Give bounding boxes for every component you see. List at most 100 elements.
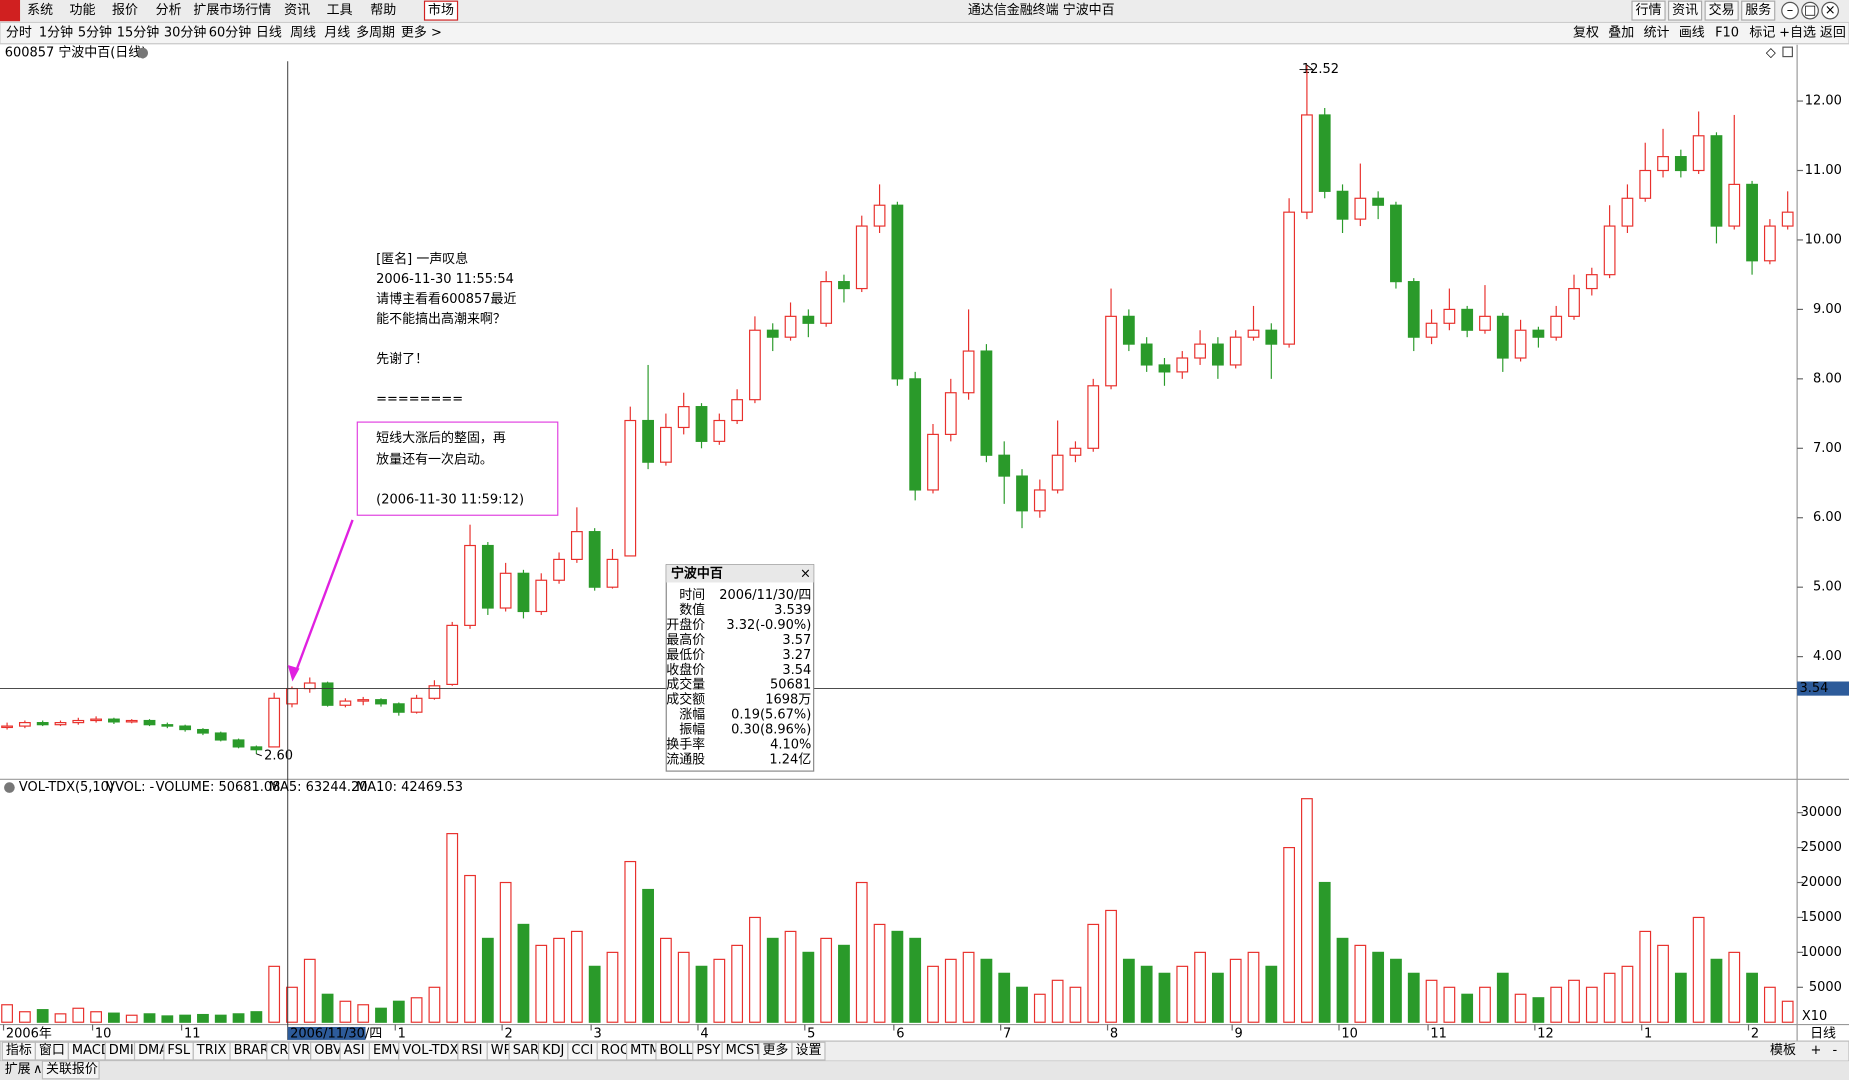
period-item[interactable]: 日线 <box>256 26 282 41</box>
tab[interactable]: RSI <box>461 1043 482 1058</box>
toolbar-item[interactable]: 返回 <box>1820 26 1846 41</box>
volume-bar <box>1122 958 1135 1023</box>
volume-icon[interactable] <box>4 782 15 793</box>
volume-bar <box>1443 986 1456 1023</box>
tab[interactable]: MCST <box>726 1043 762 1058</box>
candle-body <box>446 624 459 686</box>
menu-right-item[interactable]: 交易 <box>1709 2 1735 18</box>
tab[interactable]: DMI <box>109 1043 134 1058</box>
volume-bar <box>232 1013 245 1023</box>
tab[interactable]: 窗口 <box>39 1042 65 1058</box>
icon-diamond[interactable]: ◇ <box>1766 46 1776 61</box>
tab[interactable]: PSY <box>696 1043 720 1058</box>
tab[interactable]: ROC <box>601 1043 629 1058</box>
icon-square[interactable] <box>1782 46 1793 58</box>
menu-item[interactable]: 扩展市场行情 <box>193 2 271 18</box>
tab-right[interactable]: + <box>1811 1043 1822 1058</box>
volume-bar <box>749 916 761 1023</box>
info-value: 3.27 <box>782 648 811 663</box>
toolbar-item[interactable]: 复权 <box>1573 25 1599 41</box>
menu-item[interactable]: 资讯 <box>284 3 310 18</box>
candle-body <box>1194 343 1206 359</box>
info-value: 0.19(5.67%) <box>731 708 811 723</box>
menu-item[interactable]: 工具 <box>327 3 353 18</box>
window-button[interactable] <box>1821 1 1839 20</box>
period-item[interactable]: 周线 <box>290 26 316 41</box>
menu-right-item[interactable]: 行情 <box>1636 3 1662 18</box>
candle-body <box>339 700 352 706</box>
menu-right-item[interactable]: 资讯 <box>1672 3 1698 18</box>
info-label: 成交额 <box>666 692 705 708</box>
candle-body <box>1585 274 1598 290</box>
candle-body <box>428 685 441 699</box>
volume-bar <box>1781 1000 1794 1023</box>
period-item[interactable]: 月线 <box>324 26 350 41</box>
menu-item[interactable]: 分析 <box>156 3 182 18</box>
volume-bar <box>1425 979 1438 1023</box>
tab[interactable]: 更多 <box>762 1042 788 1058</box>
menu-item[interactable]: 报价 <box>112 3 138 18</box>
footer-item[interactable]: 扩展 <box>5 1062 31 1077</box>
v-tick-label: 15000 <box>1801 910 1842 925</box>
menu-item[interactable]: 帮助 <box>370 3 396 18</box>
comment-line: 2006-11-30 11:55:54 <box>376 272 514 287</box>
volume-bar <box>90 1011 103 1023</box>
tab[interactable]: EMV <box>373 1043 401 1058</box>
period-item[interactable]: 15分钟 <box>117 25 159 41</box>
tab[interactable]: DMA <box>138 1043 168 1058</box>
volume-bar <box>1051 979 1064 1023</box>
tab[interactable]: CR <box>270 1043 288 1058</box>
tab-right[interactable]: 模板 <box>1770 1043 1796 1058</box>
window-button[interactable] <box>1801 1 1819 20</box>
tab[interactable]: SAR <box>513 1043 539 1058</box>
toolbar-item[interactable]: F10 <box>1715 26 1739 41</box>
period-item[interactable]: 更多 > <box>401 25 442 41</box>
menu-right-item[interactable]: 服务 <box>1745 2 1771 18</box>
cursor-price-label: 3.54 <box>1799 681 1828 696</box>
volume-bar <box>927 965 939 1023</box>
title-icon[interactable] <box>137 47 148 59</box>
tab[interactable]: VOL-TDX <box>402 1043 458 1058</box>
toolbar-item[interactable]: +自选 <box>1779 26 1816 41</box>
tab[interactable]: TRIX <box>196 1043 227 1058</box>
period-item[interactable]: 1分钟 <box>39 25 73 41</box>
tab[interactable]: MTM <box>630 1043 660 1058</box>
tab[interactable]: 设置 <box>795 1043 821 1058</box>
tab[interactable]: OBV <box>314 1043 342 1058</box>
info-close[interactable]: × <box>800 567 811 582</box>
tab[interactable]: BOLL <box>660 1043 694 1058</box>
window-button[interactable] <box>1781 1 1799 20</box>
volume-name: VOL-TDX(5,10) <box>19 780 114 795</box>
menu-item[interactable]: 系统 <box>27 3 53 18</box>
reply-line: 短线大涨后的整固，再 <box>376 430 506 446</box>
candle-body <box>1033 489 1046 512</box>
y-tick-label: 11.00 <box>1805 163 1842 178</box>
footer-item[interactable]: 关联报价 <box>46 1062 98 1077</box>
info-value: 50681 <box>770 678 811 693</box>
tab[interactable]: BRAR <box>234 1043 269 1058</box>
tab[interactable]: CCI <box>571 1043 593 1058</box>
tab[interactable]: FSL <box>167 1043 190 1058</box>
toolbar-item[interactable]: 画线 <box>1679 26 1705 41</box>
candle-body <box>1283 211 1296 345</box>
tab[interactable]: WR <box>491 1043 513 1058</box>
period-item[interactable]: 5分钟 <box>78 25 112 41</box>
candle-body <box>1176 357 1189 373</box>
y-tick-label: 10.00 <box>1805 232 1842 247</box>
period-item[interactable]: 60分钟 <box>209 25 251 41</box>
toolbar-item[interactable]: 统计 <box>1644 26 1670 41</box>
period-item[interactable]: 分时 <box>6 26 32 41</box>
tab[interactable]: VR <box>292 1043 310 1058</box>
period-item[interactable]: 多周期 <box>356 25 395 41</box>
menu-market[interactable]: 市场 <box>428 2 454 18</box>
tab[interactable]: ASI <box>344 1043 365 1058</box>
period-item[interactable]: 30分钟 <box>164 25 206 41</box>
tab-right[interactable]: - <box>1833 1043 1838 1058</box>
volume-bar <box>606 951 619 1023</box>
toolbar-item[interactable]: 标记 <box>1749 26 1775 41</box>
toolbar-item[interactable]: 叠加 <box>1608 26 1634 41</box>
tab[interactable]: KDJ <box>542 1043 564 1058</box>
tab[interactable]: 指标 <box>6 1043 32 1058</box>
tab[interactable]: MACD <box>72 1043 111 1058</box>
menu-item[interactable]: 功能 <box>70 3 96 18</box>
